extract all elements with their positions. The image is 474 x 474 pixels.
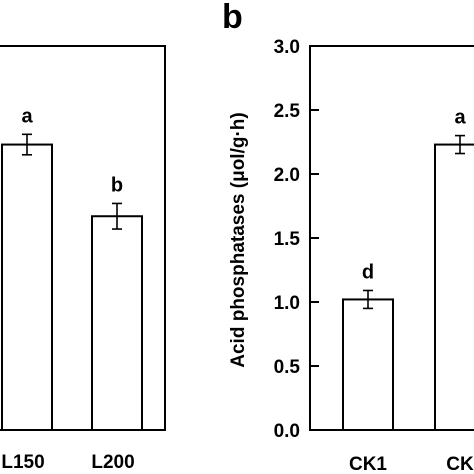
significance-letter: a <box>454 107 466 129</box>
panel-a-frame <box>0 45 166 431</box>
y-tick-label: 0.0 <box>274 421 300 442</box>
category-label: L200 <box>91 452 134 473</box>
y-tick-label: 1.0 <box>274 293 300 314</box>
panel-b-chart: b Acid phosphatases (μol/g·h) 0.0 0.5 1.0 1… <box>222 0 474 474</box>
bar-ck2 <box>434 143 474 431</box>
y-tick-label: 2.5 <box>274 101 301 122</box>
bar-l200 <box>91 215 143 431</box>
bar-ck1 <box>342 298 394 431</box>
y-tick-label: 3.0 <box>274 37 300 58</box>
significance-letter: b <box>111 174 123 196</box>
y-tick-label: 1.5 <box>274 229 301 250</box>
panel-b-letter: b <box>222 0 243 36</box>
significance-letter: d <box>362 261 374 283</box>
category-label: CK <box>446 454 474 474</box>
category-label: L150 <box>1 452 44 473</box>
y-tick-label: 2.0 <box>274 165 300 186</box>
category-label: CK1 <box>349 454 387 474</box>
y-axis-label: Acid phosphatases (μol/g·h) <box>228 112 249 367</box>
significance-letter: a <box>21 105 33 127</box>
panel-a-chart: a L150 b L200 <box>0 45 166 473</box>
bar-l150 <box>1 143 53 431</box>
y-tick-label: 0.5 <box>274 357 301 378</box>
